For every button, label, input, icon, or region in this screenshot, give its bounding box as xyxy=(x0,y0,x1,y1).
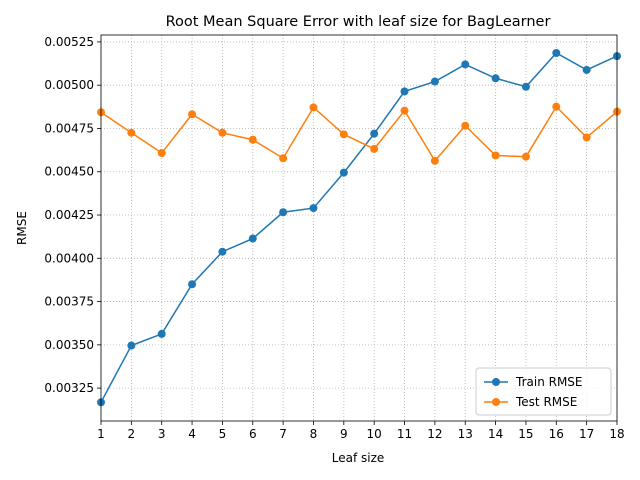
y-tick-label: 0.00375 xyxy=(44,295,94,309)
train-rmse-point xyxy=(339,168,348,177)
x-tick-label: 14 xyxy=(488,427,503,441)
ticks: 1 2 3 4 5 6 7 8 9 10 11 12 13 14 15 16 17 180.003250.0035… xyxy=(44,35,624,441)
test-rmse-line xyxy=(100,105,618,163)
train-rmse-point xyxy=(218,247,227,256)
legend-box xyxy=(475,367,612,416)
train-rmse-point xyxy=(521,82,530,91)
y-tick-label: 0.00450 xyxy=(44,165,94,179)
y-tick-label: 0.00525 xyxy=(44,35,94,49)
y-tick-label: 0.00475 xyxy=(44,121,94,135)
train-rmse-point xyxy=(430,77,439,86)
train-rmse-legend-marker xyxy=(492,378,500,386)
train-rmse-point xyxy=(370,129,379,138)
y-tick-label: 0.00425 xyxy=(44,208,94,222)
test-rmse-point xyxy=(339,130,348,139)
x-tick-label: 7 xyxy=(279,427,287,441)
test-rmse-point xyxy=(279,154,288,163)
x-tick-label: 12 xyxy=(427,427,442,441)
plot-frame xyxy=(100,34,618,422)
y-tick-label: 0.00400 xyxy=(44,251,94,265)
axes xyxy=(100,34,618,422)
test-rmse-point xyxy=(370,144,379,153)
x-axis-title: Leaf size xyxy=(332,451,385,465)
test-rmse-point xyxy=(461,121,470,130)
x-tick-label: 18 xyxy=(609,427,624,441)
train-rmse-line xyxy=(100,52,618,403)
train-rmse-point xyxy=(491,74,500,83)
test-rmse-point xyxy=(430,156,439,165)
y-tick-label: 0.00500 xyxy=(44,78,94,92)
x-tick-label: 2 xyxy=(128,427,136,441)
train-rmse-point xyxy=(157,329,166,338)
x-tick-label: 13 xyxy=(458,427,473,441)
x-tick-label: 1 xyxy=(97,427,105,441)
train-rmse-legend-label: Train RMSE xyxy=(515,375,583,389)
x-tick-label: 16 xyxy=(549,427,564,441)
legend: Train RMSE Test RMSE xyxy=(475,367,612,416)
grid xyxy=(100,35,618,421)
x-tick-label: 9 xyxy=(340,427,348,441)
train-rmse-point xyxy=(279,208,288,217)
test-rmse-legend-marker xyxy=(492,398,500,406)
series-layer xyxy=(97,49,621,407)
y-tick-label: 0.00325 xyxy=(44,381,94,395)
train-rmse-point xyxy=(400,87,409,96)
test-rmse-point xyxy=(491,151,500,160)
test-rmse-point xyxy=(582,133,591,142)
x-tick-label: 15 xyxy=(518,427,533,441)
y-axis-title: RMSE xyxy=(15,211,29,245)
x-tick-label: 4 xyxy=(188,427,196,441)
chart-title: Root Mean Square Error with leaf size fo… xyxy=(166,14,551,30)
x-tick-label: 5 xyxy=(219,427,227,441)
train-rmse-point xyxy=(552,49,561,58)
y-tick-label: 0.00350 xyxy=(44,338,94,352)
x-tick-label: 3 xyxy=(158,427,166,441)
test-rmse-point xyxy=(552,102,561,111)
x-tick-label: 11 xyxy=(397,427,412,441)
x-tick-label: 17 xyxy=(579,427,594,441)
train-rmse-point xyxy=(127,341,136,350)
train-rmse-point xyxy=(461,60,470,69)
test-rmse-point xyxy=(248,135,257,144)
test-rmse-legend-label: Test RMSE xyxy=(515,395,577,409)
train-rmse-point xyxy=(582,65,591,74)
train-rmse-point xyxy=(309,204,318,213)
train-rmse-point xyxy=(248,234,257,243)
x-tick-label: 8 xyxy=(310,427,318,441)
x-tick-label: 10 xyxy=(367,427,382,441)
test-rmse-point xyxy=(521,152,530,161)
train-rmse-point xyxy=(188,280,197,289)
test-rmse-point xyxy=(127,128,136,137)
test-rmse-point xyxy=(188,110,197,119)
test-rmse-point xyxy=(218,128,227,137)
test-rmse-point xyxy=(157,149,166,158)
test-rmse-point xyxy=(400,106,409,115)
test-rmse-point xyxy=(309,103,318,112)
x-tick-label: 6 xyxy=(249,427,257,441)
